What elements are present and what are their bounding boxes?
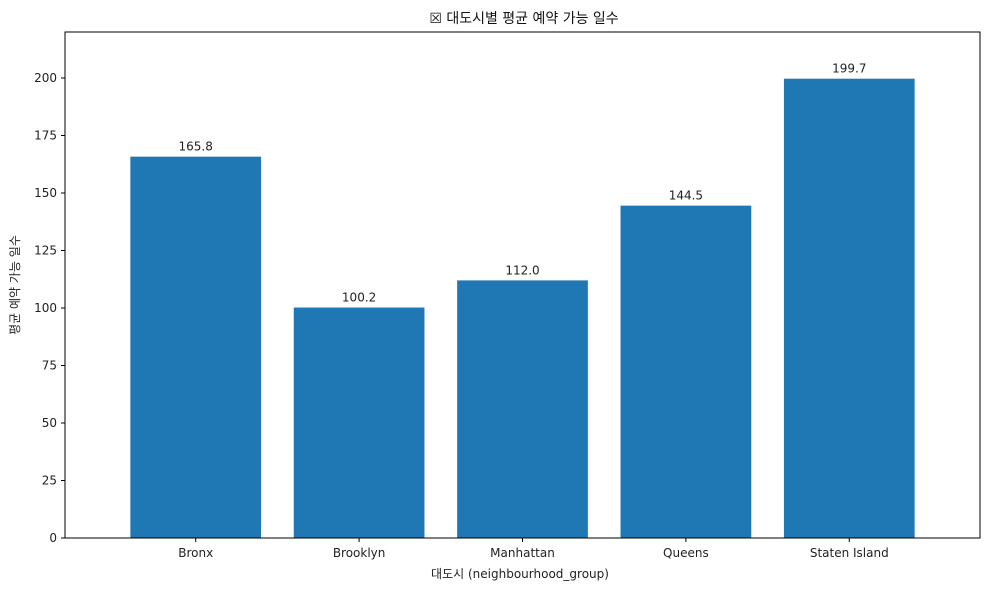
x-tick-label: Brooklyn xyxy=(333,546,386,560)
plot-area: 0 25 50 75 100 125 150 175 200 165.8 Bronx 100.2 Bro… xyxy=(34,31,981,560)
y-tick-label: 0 xyxy=(49,531,57,545)
bar-value-label: 100.2 xyxy=(342,291,376,305)
x-tick-label: Staten Island xyxy=(810,546,889,560)
bar xyxy=(620,205,752,538)
x-tick-label: Bronx xyxy=(178,546,213,560)
bar-value-label: 165.8 xyxy=(179,140,213,154)
bar-value-label: 199.7 xyxy=(832,62,866,76)
bar xyxy=(130,156,262,538)
y-tick-label: 150 xyxy=(34,186,57,200)
y-axis-title: 평균 예약 가능 일수 xyxy=(7,235,22,335)
bar-value-label: 144.5 xyxy=(669,189,703,203)
y-tick-label: 50 xyxy=(42,416,57,430)
y-tick-label: 175 xyxy=(34,129,57,143)
x-tick-label: Manhattan xyxy=(490,546,555,560)
bar-value-label: 112.0 xyxy=(505,263,539,277)
y-tick-label: 25 xyxy=(42,474,57,488)
x-tick-label: Queens xyxy=(663,546,709,560)
y-tick-label: 100 xyxy=(34,301,57,315)
bar xyxy=(783,78,915,538)
plot-frame xyxy=(64,31,981,539)
x-axis-title: 대도시 (neighbourhood_group) xyxy=(431,567,609,581)
bar xyxy=(457,280,588,538)
chart-title: ☒ 대도시별 평균 예약 가능 일수 xyxy=(429,11,618,27)
y-tick-label: 125 xyxy=(34,244,57,258)
y-tick-label: 200 xyxy=(34,71,57,85)
y-tick-label: 75 xyxy=(42,359,57,373)
bar xyxy=(293,307,425,538)
